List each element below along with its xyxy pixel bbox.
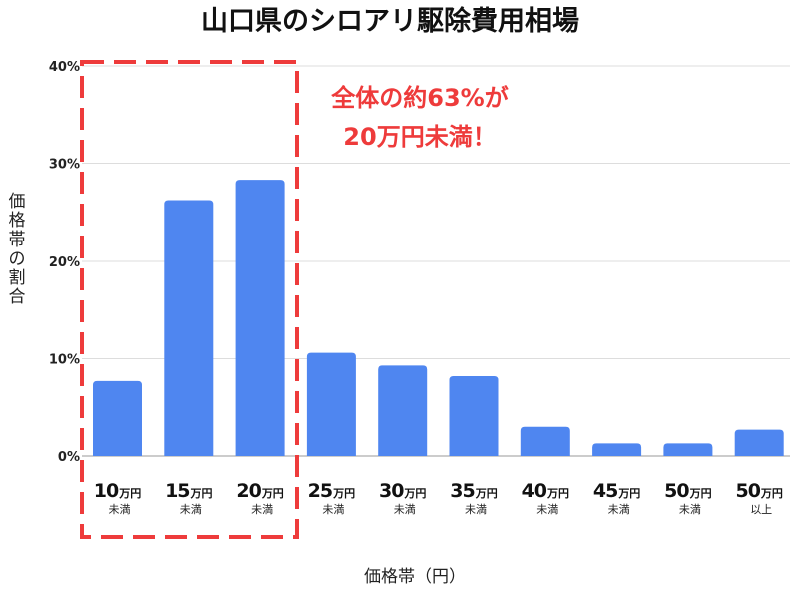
x-tick-sublabel: 未満: [679, 503, 701, 516]
bar: [164, 200, 214, 456]
y-axis-label-char: 合: [9, 287, 26, 307]
x-tick-label: 35万円: [450, 480, 497, 502]
x-tick-label: 20万円: [236, 480, 283, 502]
bar: [449, 376, 499, 456]
y-tick-label: 0%: [58, 450, 80, 465]
x-tick-label: 30万円: [379, 480, 426, 502]
bar: [93, 380, 142, 456]
y-axis-label-char: 割: [9, 268, 26, 288]
bar: [663, 443, 713, 456]
chart-title: 山口県のシロアリ駆除費用相場: [201, 5, 579, 37]
y-axis-ticks: 0% 10% 20% 30% 40%: [49, 60, 80, 465]
bars: [93, 180, 784, 456]
x-tick-label: 50万円: [735, 480, 782, 502]
x-tick-sublabel: 未満: [180, 503, 202, 516]
bar: [734, 429, 784, 456]
x-tick-label: 50万円: [664, 480, 711, 502]
x-axis-categories: 10万円未満15万円未満20万円未満25万円未満30万円未満35万円未満40万円…: [94, 480, 783, 516]
x-tick-sublabel: 未満: [536, 503, 558, 516]
x-tick-sublabel: 未満: [394, 503, 416, 516]
x-tick-label: 40万円: [522, 480, 569, 502]
bar: [235, 180, 285, 456]
bar: [592, 443, 642, 456]
x-tick-sublabel: 未満: [608, 503, 630, 516]
x-axis-label: 価格帯（円）: [364, 567, 466, 587]
bar: [378, 365, 428, 456]
x-tick-label: 45万円: [593, 480, 640, 502]
y-tick-label: 10%: [49, 353, 80, 368]
x-tick-sublabel: 未満: [109, 503, 131, 516]
y-tick-label: 20%: [49, 255, 80, 270]
callout-line-1: 全体の約63%が: [330, 84, 508, 112]
x-tick-sublabel: 未満: [465, 503, 487, 516]
x-tick-label: 15万円: [165, 480, 212, 502]
x-tick-label: 10万円: [94, 480, 141, 502]
y-axis-label-char: 価: [9, 192, 26, 212]
callout-line-2: 20万円未満！: [343, 123, 496, 151]
x-tick-sublabel: 未満: [322, 503, 344, 516]
x-tick-sublabel: 未満: [251, 503, 273, 516]
y-tick-label: 30%: [49, 158, 80, 173]
x-tick-sublabel: 以上: [750, 503, 772, 516]
y-tick-label: 40%: [49, 60, 80, 75]
y-axis-label-char: 帯: [9, 230, 26, 250]
x-tick-label: 25万円: [308, 480, 355, 502]
y-axis-label: 価格帯の割合: [9, 192, 26, 307]
y-axis-label-char: の: [9, 249, 26, 269]
y-axis-label-char: 格: [9, 211, 26, 231]
highlight-box: [80, 60, 299, 539]
bar: [520, 426, 570, 456]
bar: [306, 352, 356, 456]
